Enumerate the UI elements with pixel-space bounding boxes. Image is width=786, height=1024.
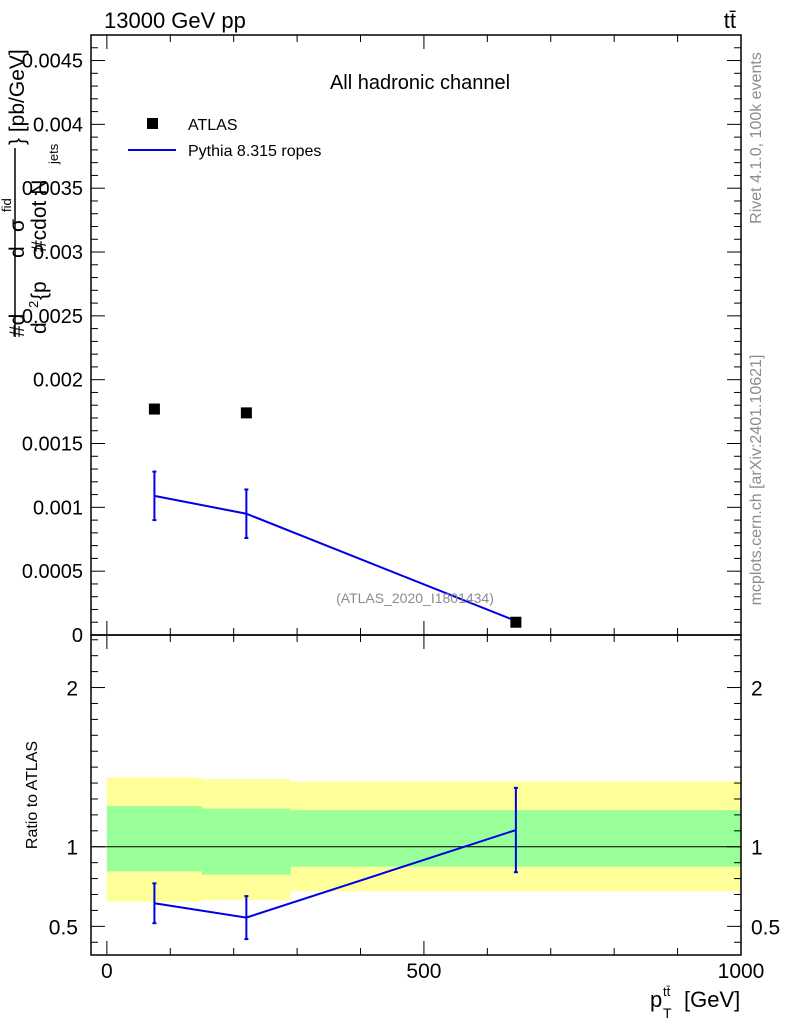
ylabel-denom-sup: 2	[26, 301, 41, 308]
ratio-xtick-label: 500	[406, 960, 441, 983]
main-panel: 0 0.0005 0.001 0.0015 0.002 0.0025 0.003 0.0035…	[0, 34, 742, 647]
ylabel-numer: #d	[6, 314, 29, 337]
uncertainty-band-inner	[201, 808, 291, 875]
main-ytick-label: 0.0005	[22, 561, 83, 583]
ratio-frame	[90, 634, 742, 956]
ratio-ytick-label: 1	[66, 837, 78, 860]
ylabel-denom-d: d	[28, 322, 51, 334]
main-ytick-label: 0.0045	[22, 51, 83, 73]
main-title: All hadronic channel	[330, 72, 510, 94]
main-ytick-label: 0.0015	[22, 434, 83, 456]
main-ytick-label: 0.0035	[22, 178, 83, 200]
header-energy-label: 13000 GeV pp	[104, 8, 246, 33]
ylabel-jets: jets	[46, 143, 61, 165]
legend-pythia-label: Pythia 8.315 ropes	[188, 143, 321, 160]
ylabel-sigma: σ	[6, 219, 29, 232]
header-process-label: tt̄	[724, 8, 736, 33]
main-ytick-label: 0.0025	[22, 306, 83, 328]
xlabel-p: p	[650, 987, 662, 1012]
ratio-xtick-label: 1000	[718, 960, 765, 983]
xlabel-unit: [GeV]	[684, 987, 740, 1012]
rivet-version-label: Rivet 4.1.0, 100k events	[748, 52, 765, 224]
ylabel-denom-p: {p	[28, 281, 51, 300]
ratio-ytick-label: 2	[66, 678, 78, 701]
ylabel-fid: fid	[0, 198, 14, 212]
analysis-id-annotation: (ATLAS_2020_I1801434)	[336, 590, 494, 606]
main-ytick-label: 0.003	[33, 242, 83, 264]
ratio-panel: 0.5 0.5 1 1 2 2 0 500 1000 Ratio to ATLAS p tt̄…	[24, 634, 780, 1021]
mcplots-label: mcplots.cern.ch [arXiv:2401.10621]	[748, 355, 765, 606]
legend-atlas-marker	[147, 118, 158, 129]
main-ylabel: #d d σ fid d 2 {p #cdot N jets } [pb/GeV…	[0, 49, 61, 337]
main-ytick-label: 0.002	[33, 370, 83, 392]
ratio-ylabel: Ratio to ATLAS	[24, 741, 41, 849]
atlas-data-point	[148, 403, 160, 415]
legend-atlas-label: ATLAS	[188, 117, 238, 134]
ratio-xtick-label: 0	[101, 960, 113, 983]
ratio-ytick-label-right: 0.5	[751, 916, 780, 939]
atlas-data-point	[510, 616, 522, 628]
ratio-ytick-label: 0.5	[49, 916, 78, 939]
main-ytick-label: 0	[72, 625, 83, 647]
ratio-ytick-label-right: 1	[751, 837, 763, 860]
main-ytick-label: 0.004	[33, 114, 83, 136]
uncertainty-band-inner	[106, 806, 202, 872]
ylabel-denom-cdot: #cdot N	[28, 180, 51, 252]
ylabel-unit: } [pb/GeV]	[6, 49, 29, 145]
main-ytick-label: 0.001	[33, 497, 83, 519]
x-axis-title: p tt̄ T [GeV]	[650, 984, 740, 1021]
atlas-data-point	[240, 407, 252, 419]
xlabel-sub: T	[663, 1005, 672, 1021]
xlabel-sup: tt̄	[663, 984, 671, 999]
ylabel-numer-d: d	[6, 246, 29, 258]
ratio-ytick-label-right: 2	[751, 678, 763, 701]
